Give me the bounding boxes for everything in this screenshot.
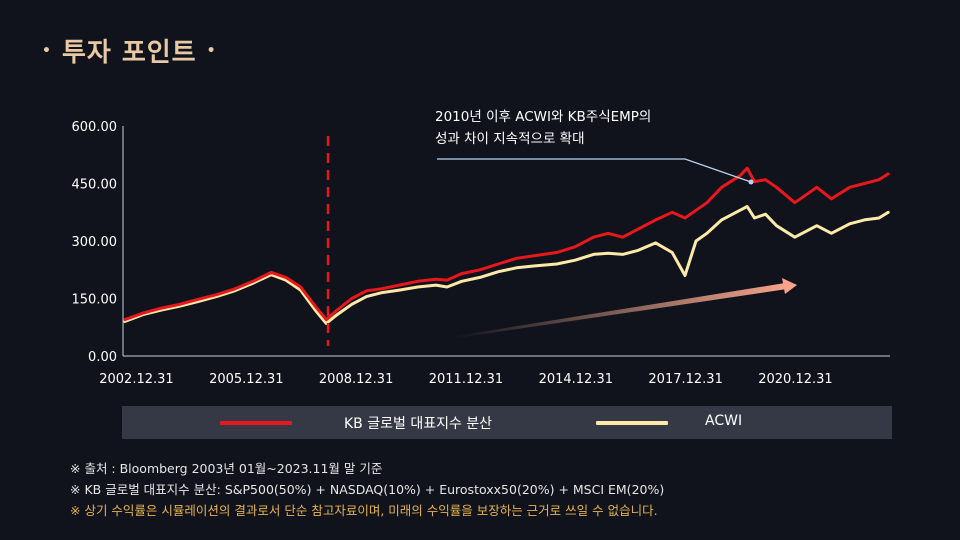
acwi-series-line	[123, 205, 890, 325]
page-title-text: 투자 포인트	[61, 38, 197, 68]
trend-arrow	[455, 278, 797, 338]
x-tick-label: 2008.12.31	[319, 372, 393, 387]
title-dot-right: •	[206, 42, 217, 59]
legend-swatch-acwi	[596, 421, 668, 425]
x-tick-label: 2002.12.31	[99, 372, 173, 387]
legend-label-kb: KB 글로벌 대표지수 분산	[344, 416, 493, 432]
y-tick-label: 450.00	[72, 178, 118, 193]
y-tick-label: 0.00	[88, 350, 117, 365]
footnotes: ※ 출처 : Bloomberg 2003년 01월~2023.11월 말 기준…	[70, 458, 664, 521]
title-dot-left: •	[42, 42, 52, 59]
trend-arrow-shaft	[455, 283, 787, 338]
chart-axes	[122, 126, 890, 357]
note-source: ※ 출처 : Bloomberg 2003년 01월~2023.11월 말 기준	[70, 461, 383, 476]
trend-arrow-head	[782, 278, 797, 294]
legend-label-acwi: ACWI	[705, 413, 743, 429]
x-tick-label: 2020.12.31	[758, 372, 832, 387]
chart-legend: KB 글로벌 대표지수 분산 ACWI	[122, 406, 892, 439]
kb-series-line	[123, 166, 890, 322]
note-composition: ※ KB 글로벌 대표지수 분산: S&P500(50%) + NASDAQ(1…	[70, 482, 665, 497]
y-tick-label: 150.00	[72, 293, 118, 308]
annotation-line-1: 2010년 이후 ACWI와 KB주식EMP의	[435, 109, 652, 125]
y-tick-label: 300.00	[72, 235, 118, 250]
y-axis-ticks: 600.00 450.00 300.00 150.00 0.00	[72, 120, 118, 365]
x-tick-label: 2017.12.31	[648, 372, 722, 387]
chart-annotation: 2010년 이후 ACWI와 KB주식EMP의 성과 차이 지속적으로 확대	[435, 106, 651, 150]
page-title: • 투자 포인트 •	[42, 32, 217, 69]
annotation-callout	[437, 158, 754, 185]
x-tick-label: 2011.12.31	[429, 372, 503, 387]
callout-dot	[748, 179, 754, 185]
x-axis-ticks: 2002.12.31 2005.12.31 2008.12.31 2011.12.31…	[99, 372, 832, 387]
x-tick-label: 2005.12.31	[209, 372, 283, 387]
chart-series	[123, 166, 890, 325]
note-disclaimer: ※ 상기 수익률은 시뮬레이션의 결과로서 단순 참고자료이며, 미래의 수익률…	[70, 503, 658, 518]
callout-leader	[437, 158, 752, 183]
x-tick-label: 2014.12.31	[539, 372, 613, 387]
y-tick-label: 600.00	[72, 120, 118, 135]
legend-swatch-kb	[220, 421, 292, 425]
annotation-line-2: 성과 차이 지속적으로 확대	[435, 131, 585, 147]
